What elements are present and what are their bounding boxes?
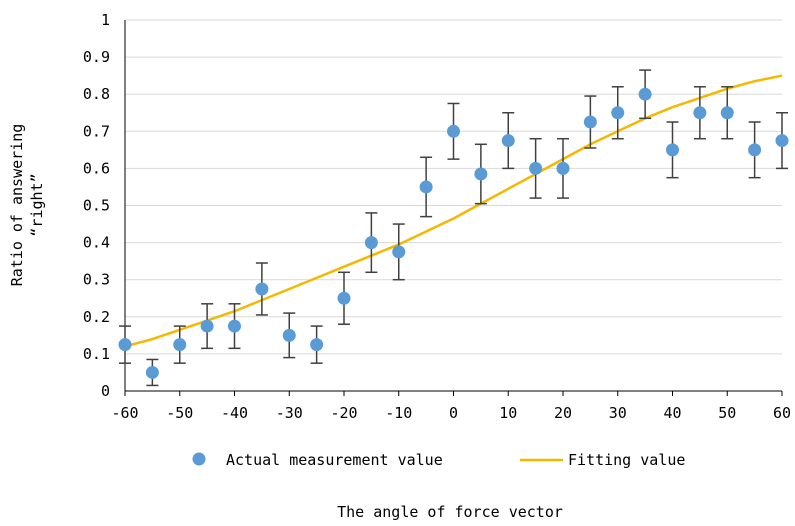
x-axis-title: The angle of force vector: [337, 503, 563, 521]
legend-label-actual: Actual measurement value: [226, 451, 443, 469]
x-tick-labels: -60 -50 -40 -30 -20 -10 0 10 20 30 40 50 60: [111, 404, 791, 422]
x-tick-label: 60: [773, 404, 791, 422]
data-point: [556, 161, 570, 175]
x-tick-label: 10: [499, 404, 517, 422]
data-point: [638, 87, 652, 101]
x-tick-label: 30: [609, 404, 627, 422]
y-tick-label: 0.7: [83, 122, 110, 140]
y-tick-label: 0.4: [83, 234, 110, 252]
data-point: [501, 134, 515, 148]
y-axis-title-line-1: Ratio of answering: [8, 124, 26, 287]
x-tick-label: -20: [330, 404, 357, 422]
data-point: [666, 143, 679, 157]
x-tick-label: -60: [111, 404, 138, 422]
y-tick-label: 0.6: [83, 159, 110, 177]
y-tick-label: 0.8: [83, 85, 110, 103]
data-point: [748, 143, 762, 157]
x-tick-label: -30: [276, 404, 303, 422]
data-point: [775, 134, 789, 148]
axes: [124, 20, 783, 396]
legend: Actual measurement value Fitting value: [192, 451, 685, 469]
data-point: [611, 106, 625, 120]
data-point: [145, 365, 159, 379]
y-tick-labels: 0 0.1 0.2 0.3 0.4 0.5 0.6 0.7 0.8 0.9 1: [83, 11, 110, 400]
data-point: [474, 167, 488, 181]
data-point: [447, 124, 460, 138]
gridlines: [125, 19, 782, 355]
data-point: [419, 180, 433, 194]
data-point: [392, 245, 406, 259]
x-tick-label: 50: [718, 404, 736, 422]
data-point: [337, 291, 351, 305]
data-point: [228, 319, 241, 333]
x-tick-label: -50: [166, 404, 193, 422]
x-tick-label: 40: [663, 404, 681, 422]
y-tick-label: 0.5: [83, 197, 110, 215]
x-tick-label: 20: [554, 404, 572, 422]
y-axis-title: Ratio of answering “right”: [8, 124, 46, 287]
y-tick-label: 0.2: [83, 308, 110, 326]
y-tick-label: 0.1: [83, 345, 110, 363]
data-point: [282, 328, 296, 342]
data-points: [118, 87, 789, 379]
data-point: [255, 282, 269, 296]
x-tick-label: 0: [449, 404, 458, 422]
y-tick-label: 0.9: [83, 48, 110, 66]
legend-label-fitting: Fitting value: [568, 451, 685, 469]
error-bars: [119, 69, 788, 387]
data-point: [583, 115, 597, 129]
legend-marker-actual: [192, 452, 206, 466]
y-tick-label: 1: [101, 11, 110, 29]
data-point: [173, 338, 187, 352]
y-axis-title-line-2: “right”: [28, 173, 46, 236]
x-tick-label: -10: [385, 404, 412, 422]
y-tick-label: 0.3: [83, 271, 110, 289]
data-point: [200, 319, 214, 333]
data-point: [364, 236, 378, 250]
data-point: [529, 161, 543, 175]
data-point: [310, 338, 324, 352]
data-point: [720, 106, 734, 120]
data-point: [693, 106, 707, 120]
y-tick-label: 0: [101, 382, 110, 400]
data-point: [118, 338, 132, 352]
x-tick-label: -40: [221, 404, 248, 422]
